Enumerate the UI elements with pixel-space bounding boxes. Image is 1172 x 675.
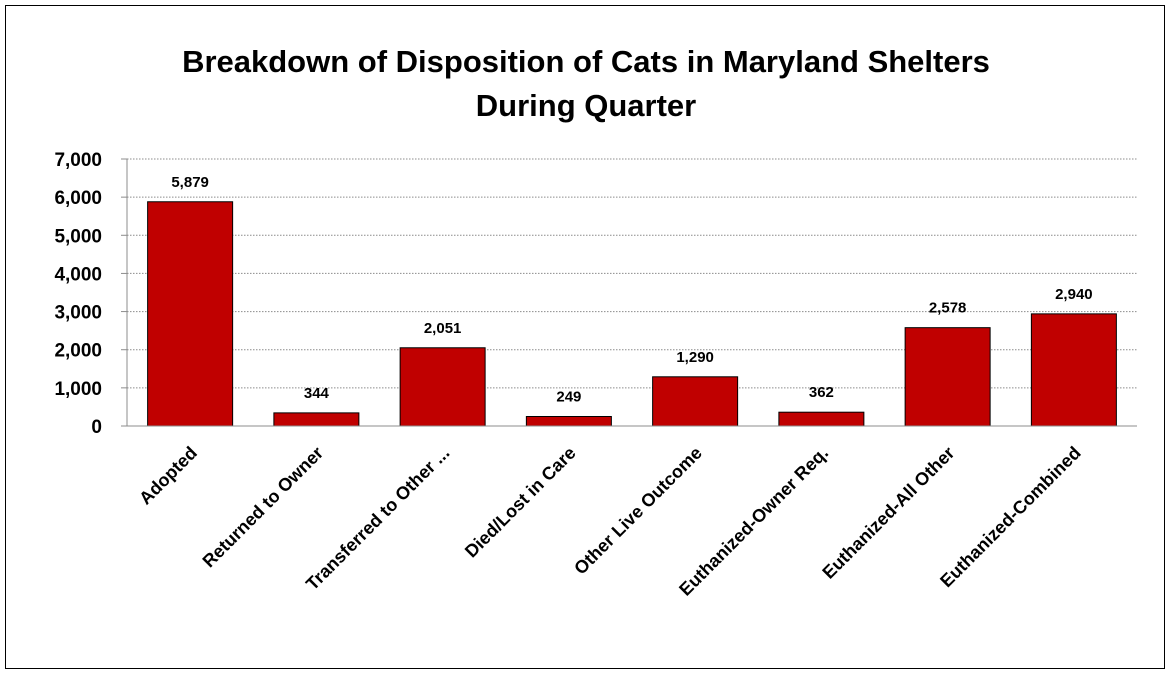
data-label: 362 (809, 384, 834, 401)
category-label: Returned to Owner (198, 443, 327, 572)
bar (399, 347, 486, 427)
y-tick-label: 0 (91, 417, 102, 438)
bar (778, 411, 865, 427)
y-axis-ticks: 0 1,000 2,000 3,000 4,000 5,000 6,000 7,000 (54, 150, 127, 438)
bars (147, 201, 1117, 427)
category-label: Other Live Outcome (570, 443, 706, 579)
y-tick-label: 5,000 (54, 226, 102, 247)
y-tick-label: 6,000 (54, 188, 102, 209)
data-label: 344 (304, 385, 330, 402)
category-label: Adopted (135, 443, 201, 509)
category-label: Euthanized-All Other (818, 443, 958, 583)
data-label: 2,051 (424, 320, 462, 337)
data-label: 2,578 (929, 300, 967, 317)
category-label: Euthanized-Owner Req. (675, 443, 832, 600)
data-label: 1,290 (676, 349, 714, 366)
category-label: Euthanized-Combined (936, 443, 1084, 591)
data-label: 249 (556, 389, 581, 406)
data-label: 5,879 (171, 174, 209, 191)
bar (147, 201, 234, 427)
data-label: 2,940 (1055, 286, 1093, 303)
y-tick-label: 7,000 (54, 150, 102, 171)
chart-title: Breakdown of Disposition of Cats in Mary… (182, 44, 990, 79)
bar (273, 412, 360, 427)
data-labels: 5,879 344 2,051 249 1,290 362 2,578 2,940 (171, 174, 1092, 406)
y-tick-label: 4,000 (54, 264, 102, 285)
category-label: Died/Lost in Care (461, 443, 580, 562)
chart-subtitle: During Quarter (475, 88, 697, 123)
bar (1030, 313, 1117, 427)
bar (904, 327, 991, 427)
bar (652, 376, 739, 427)
y-tick-label: 3,000 (54, 303, 102, 324)
y-tick-label: 1,000 (54, 379, 102, 400)
grid-lines (127, 158, 1137, 389)
category-label: Transferred to Other ... (302, 443, 453, 594)
y-tick-label: 2,000 (54, 341, 102, 362)
bar (525, 416, 612, 427)
